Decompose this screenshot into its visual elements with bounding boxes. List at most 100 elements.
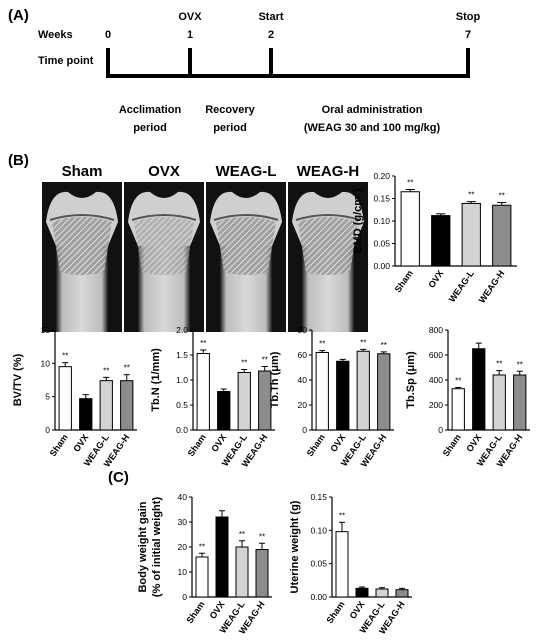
- y-tick-label: 0.15: [373, 194, 390, 204]
- period-recovery-line1: Recovery: [205, 104, 255, 116]
- significance-marker: **: [360, 338, 366, 347]
- y-tick-label: 0.00: [373, 261, 390, 271]
- x-tick-label: OVX: [464, 432, 483, 453]
- image-label: Sham: [62, 163, 103, 180]
- y-tick-label: 1.0: [176, 375, 188, 385]
- x-tick-label: Sham: [324, 599, 346, 625]
- significance-marker: **: [103, 366, 109, 375]
- y-axis-label-line2: (% of initial weight): [151, 497, 163, 598]
- bar-weag-l: [235, 546, 249, 598]
- week-tick-1: 1: [187, 29, 193, 41]
- bar-weag-h: [120, 380, 134, 431]
- y-tick-label: 15: [41, 325, 51, 335]
- significance-marker: **: [455, 377, 461, 386]
- y-tick-label: 1.5: [176, 350, 188, 360]
- y-tick-label: 0.00: [310, 592, 327, 602]
- chart-bmd: 0.00 0.05 0.10 0.15 0.20 BMD (g/cm³) ** Sham OVX…: [352, 171, 517, 305]
- timeline-bracket: [106, 48, 470, 78]
- y-tick-label: 200: [429, 400, 443, 410]
- y-tick-label: 10: [41, 358, 51, 368]
- bar-weag-l: [237, 372, 251, 431]
- significance-marker: **: [262, 356, 268, 365]
- bar-ovx: [431, 215, 451, 267]
- x-tick-label: Sham: [184, 599, 206, 625]
- y-tick-label: 0: [438, 425, 443, 435]
- significance-marker: **: [339, 511, 345, 520]
- y-tick-label: 60: [298, 350, 308, 360]
- significance-marker: **: [468, 191, 474, 200]
- x-tick-label: OVX: [208, 599, 227, 620]
- y-tick-label: 600: [429, 350, 443, 360]
- x-tick-label: WEAG-H: [477, 268, 507, 304]
- x-tick-label: OVX: [328, 432, 347, 453]
- y-tick-label: 0: [182, 592, 187, 602]
- significance-marker: **: [199, 542, 205, 551]
- microct-image: [206, 182, 286, 332]
- y-tick-label: 0.0: [176, 425, 188, 435]
- y-tick-label: 40: [298, 375, 308, 385]
- microct-image: [124, 182, 204, 332]
- bar-ovx: [215, 516, 229, 598]
- week-tick-2: 2: [268, 29, 274, 41]
- bar-weag-l: [461, 202, 481, 267]
- panel-label-c: (C): [108, 469, 129, 486]
- y-tick-label: 0.05: [373, 239, 390, 249]
- panel-label-a: (A): [8, 7, 29, 24]
- significance-marker: **: [517, 360, 523, 369]
- microct-image: [42, 182, 122, 332]
- timepoint-label: Time point: [38, 55, 94, 67]
- microct-image: [288, 182, 368, 332]
- significance-marker: **: [259, 532, 265, 541]
- bar-weag-h: [513, 374, 527, 431]
- chart-bwg: 0 10 20 30 40 Body weight gain (% of initial w…: [137, 492, 272, 636]
- bar-sham: [451, 388, 465, 431]
- bar-sham: [335, 531, 349, 598]
- image-label: WEAG-H: [297, 163, 360, 180]
- panel-label-b: (B): [8, 152, 29, 169]
- y-axis-label: Tb.Sp (μm): [405, 351, 417, 409]
- x-tick-label: Sham: [441, 432, 463, 458]
- period-acclimation-line2: period: [133, 122, 167, 134]
- y-tick-label: 10: [178, 567, 188, 577]
- y-axis-label: Body weight gain: [137, 501, 149, 592]
- bar-weag-h: [492, 204, 512, 267]
- bar-sham: [195, 556, 209, 598]
- x-tick-label: OVX: [209, 432, 228, 453]
- significance-marker: **: [124, 364, 130, 373]
- significance-marker: **: [496, 360, 502, 369]
- y-tick-label: 30: [178, 517, 188, 527]
- bar-weag-h: [395, 589, 409, 598]
- significance-marker: **: [62, 352, 68, 361]
- period-acclimation-line1: Acclimation: [119, 104, 182, 116]
- y-tick-label: 0.15: [310, 492, 327, 502]
- bar-weag-h: [255, 549, 269, 598]
- significance-marker: **: [239, 530, 245, 539]
- bar-sham: [400, 191, 420, 267]
- event-stop: Stop: [456, 11, 481, 23]
- y-axis-label: BMD (g/cm³): [352, 188, 364, 253]
- bar-ovx: [217, 391, 231, 431]
- y-tick-label: 0: [302, 425, 307, 435]
- y-tick-label: 80: [298, 325, 308, 335]
- period-recovery-line2: period: [213, 122, 247, 134]
- y-tick-label: 0.5: [176, 400, 188, 410]
- x-tick-label: Sham: [305, 432, 327, 458]
- y-axis-label: Uterine weight (g): [289, 500, 301, 593]
- y-tick-label: 400: [429, 375, 443, 385]
- x-tick-label: WEAG-L: [447, 268, 476, 304]
- y-tick-label: 800: [429, 325, 443, 335]
- bar-ovx: [79, 398, 93, 431]
- event-start: Start: [258, 11, 283, 23]
- bar-ovx: [336, 360, 350, 431]
- significance-marker: **: [241, 359, 247, 368]
- y-tick-label: 0.20: [373, 171, 390, 181]
- event-ovx: OVX: [178, 11, 202, 23]
- y-tick-label: 2.0: [176, 325, 188, 335]
- week-tick-0: 0: [105, 29, 111, 41]
- bar-ovx: [355, 587, 369, 598]
- x-tick-label: Sham: [48, 432, 70, 458]
- x-tick-label: Sham: [393, 268, 415, 294]
- period-oral-line2: (WEAG 30 and 100 mg/kg): [304, 122, 441, 134]
- y-tick-label: 0.05: [310, 559, 327, 569]
- y-tick-label: 20: [298, 400, 308, 410]
